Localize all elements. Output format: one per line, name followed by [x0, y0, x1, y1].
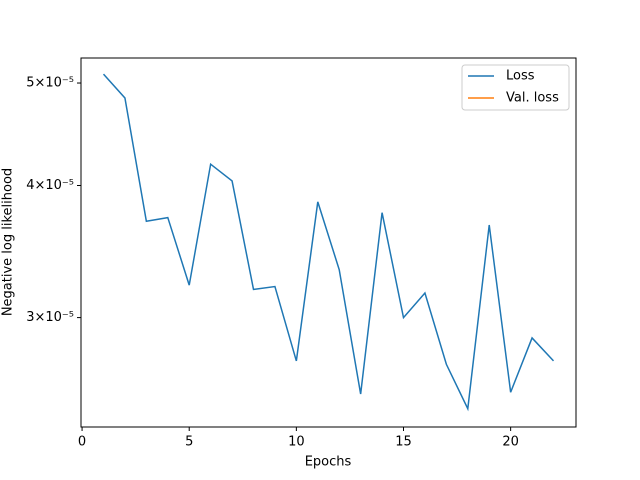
y-tick-label: 4×10⁻⁵ [26, 178, 74, 193]
x-tick-label: 5 [185, 435, 193, 450]
legend-label: Val. loss [506, 91, 559, 106]
x-axis-label: Epochs [305, 455, 352, 470]
y-tick-label: 5×10⁻⁵ [26, 76, 74, 91]
line [102, 73, 555, 412]
y-axis-label: Negative log likelihood [1, 168, 16, 316]
axes-frame [80, 57, 577, 428]
x-tick-label: 10 [288, 435, 305, 450]
legend-label: Loss [506, 69, 535, 84]
x-tick-label: 0 [78, 435, 86, 450]
x-tick-label: 20 [502, 435, 519, 450]
x-tick-label: 15 [395, 435, 412, 450]
y-tick-label: 3×10⁻⁵ [26, 310, 74, 325]
plot-area [81, 58, 576, 427]
